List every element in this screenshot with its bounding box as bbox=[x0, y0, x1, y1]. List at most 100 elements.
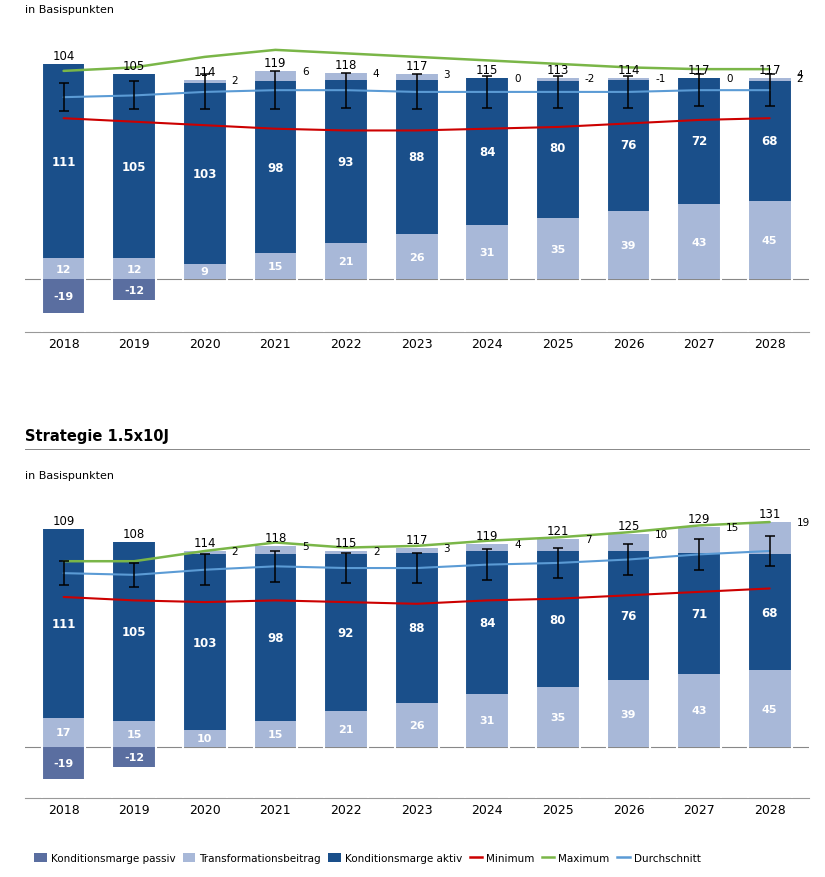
Bar bbox=[747, 523, 791, 555]
Bar bbox=[606, 552, 650, 681]
Text: 98: 98 bbox=[267, 631, 284, 645]
Text: 4: 4 bbox=[796, 70, 803, 81]
Text: 10: 10 bbox=[655, 530, 668, 539]
Text: 108: 108 bbox=[123, 528, 145, 541]
Bar bbox=[394, 702, 439, 747]
Text: 43: 43 bbox=[691, 238, 707, 247]
Bar bbox=[536, 79, 580, 219]
Bar bbox=[253, 722, 297, 747]
Text: -19: -19 bbox=[54, 292, 73, 302]
Bar bbox=[606, 79, 650, 212]
Text: 26: 26 bbox=[409, 253, 424, 262]
Text: 118: 118 bbox=[335, 59, 357, 71]
Text: 7: 7 bbox=[585, 534, 592, 545]
Text: 31: 31 bbox=[479, 716, 495, 725]
Text: 5: 5 bbox=[302, 541, 309, 552]
Text: -12: -12 bbox=[124, 752, 144, 762]
Bar bbox=[465, 225, 509, 280]
Text: 26: 26 bbox=[409, 720, 424, 730]
Bar bbox=[747, 670, 791, 747]
Bar bbox=[253, 253, 297, 280]
Bar bbox=[394, 548, 439, 553]
Text: 45: 45 bbox=[762, 236, 777, 246]
Text: 21: 21 bbox=[338, 724, 354, 734]
Bar bbox=[747, 79, 791, 82]
Bar bbox=[606, 681, 650, 747]
Bar bbox=[677, 528, 721, 553]
Text: 131: 131 bbox=[758, 508, 780, 520]
Text: 72: 72 bbox=[691, 135, 707, 148]
Text: 3: 3 bbox=[444, 543, 450, 553]
Bar bbox=[677, 553, 721, 674]
Bar bbox=[606, 534, 650, 552]
Text: 88: 88 bbox=[408, 622, 425, 634]
Bar bbox=[747, 82, 791, 202]
Text: 98: 98 bbox=[267, 161, 284, 175]
Text: 117: 117 bbox=[405, 61, 428, 73]
Bar bbox=[112, 747, 156, 767]
Text: in Basispunkten: in Basispunkten bbox=[25, 5, 114, 15]
Text: 115: 115 bbox=[335, 537, 357, 549]
Text: 118: 118 bbox=[264, 531, 286, 545]
Bar bbox=[253, 82, 297, 253]
Text: 113: 113 bbox=[547, 64, 569, 76]
Bar bbox=[112, 75, 156, 259]
Text: -19: -19 bbox=[54, 759, 73, 768]
Bar bbox=[183, 552, 227, 555]
Bar bbox=[112, 722, 156, 747]
Text: 80: 80 bbox=[549, 613, 566, 626]
Text: 15: 15 bbox=[126, 730, 142, 739]
Bar bbox=[183, 555, 227, 730]
Text: 0: 0 bbox=[726, 74, 733, 84]
Bar bbox=[183, 264, 227, 280]
Text: 114: 114 bbox=[194, 66, 216, 78]
Text: 76: 76 bbox=[620, 139, 637, 152]
Bar bbox=[324, 243, 368, 280]
Text: 125: 125 bbox=[617, 519, 639, 532]
Text: 119: 119 bbox=[264, 57, 286, 69]
Text: 2: 2 bbox=[232, 75, 238, 86]
Text: 35: 35 bbox=[550, 245, 565, 254]
Text: 4: 4 bbox=[373, 68, 380, 79]
Text: -1: -1 bbox=[655, 74, 666, 84]
Text: 121: 121 bbox=[547, 524, 569, 538]
Bar bbox=[42, 280, 86, 313]
Bar bbox=[253, 72, 297, 82]
Text: -2: -2 bbox=[585, 74, 595, 84]
Bar bbox=[536, 552, 580, 688]
Text: 17: 17 bbox=[56, 728, 71, 738]
Bar bbox=[536, 219, 580, 280]
Text: 21: 21 bbox=[338, 257, 354, 267]
Text: 12: 12 bbox=[56, 265, 71, 275]
Text: 35: 35 bbox=[550, 712, 565, 723]
Text: 9: 9 bbox=[200, 267, 209, 277]
Bar bbox=[42, 529, 86, 718]
Text: 4: 4 bbox=[514, 539, 521, 550]
Bar bbox=[747, 555, 791, 670]
Text: -12: -12 bbox=[124, 286, 144, 296]
Text: 117: 117 bbox=[405, 533, 428, 545]
Bar bbox=[536, 688, 580, 747]
Text: 15: 15 bbox=[726, 523, 739, 532]
Bar bbox=[253, 546, 297, 555]
Bar bbox=[677, 674, 721, 747]
Text: 45: 45 bbox=[762, 703, 777, 714]
Bar bbox=[112, 280, 156, 301]
Text: 114: 114 bbox=[617, 64, 639, 76]
Text: 105: 105 bbox=[122, 625, 147, 638]
Bar bbox=[324, 81, 368, 243]
Text: 6: 6 bbox=[302, 67, 309, 77]
Bar bbox=[183, 84, 227, 264]
Text: 103: 103 bbox=[192, 636, 217, 649]
Text: 12: 12 bbox=[126, 265, 142, 275]
Bar bbox=[324, 711, 368, 747]
Bar bbox=[394, 234, 439, 280]
Text: 117: 117 bbox=[758, 64, 781, 76]
Bar bbox=[394, 81, 439, 234]
Bar bbox=[324, 74, 368, 81]
Text: 129: 129 bbox=[688, 512, 710, 525]
Bar bbox=[42, 718, 86, 747]
Text: 31: 31 bbox=[479, 248, 495, 258]
Text: 2: 2 bbox=[796, 74, 803, 84]
Text: 15: 15 bbox=[268, 730, 283, 739]
